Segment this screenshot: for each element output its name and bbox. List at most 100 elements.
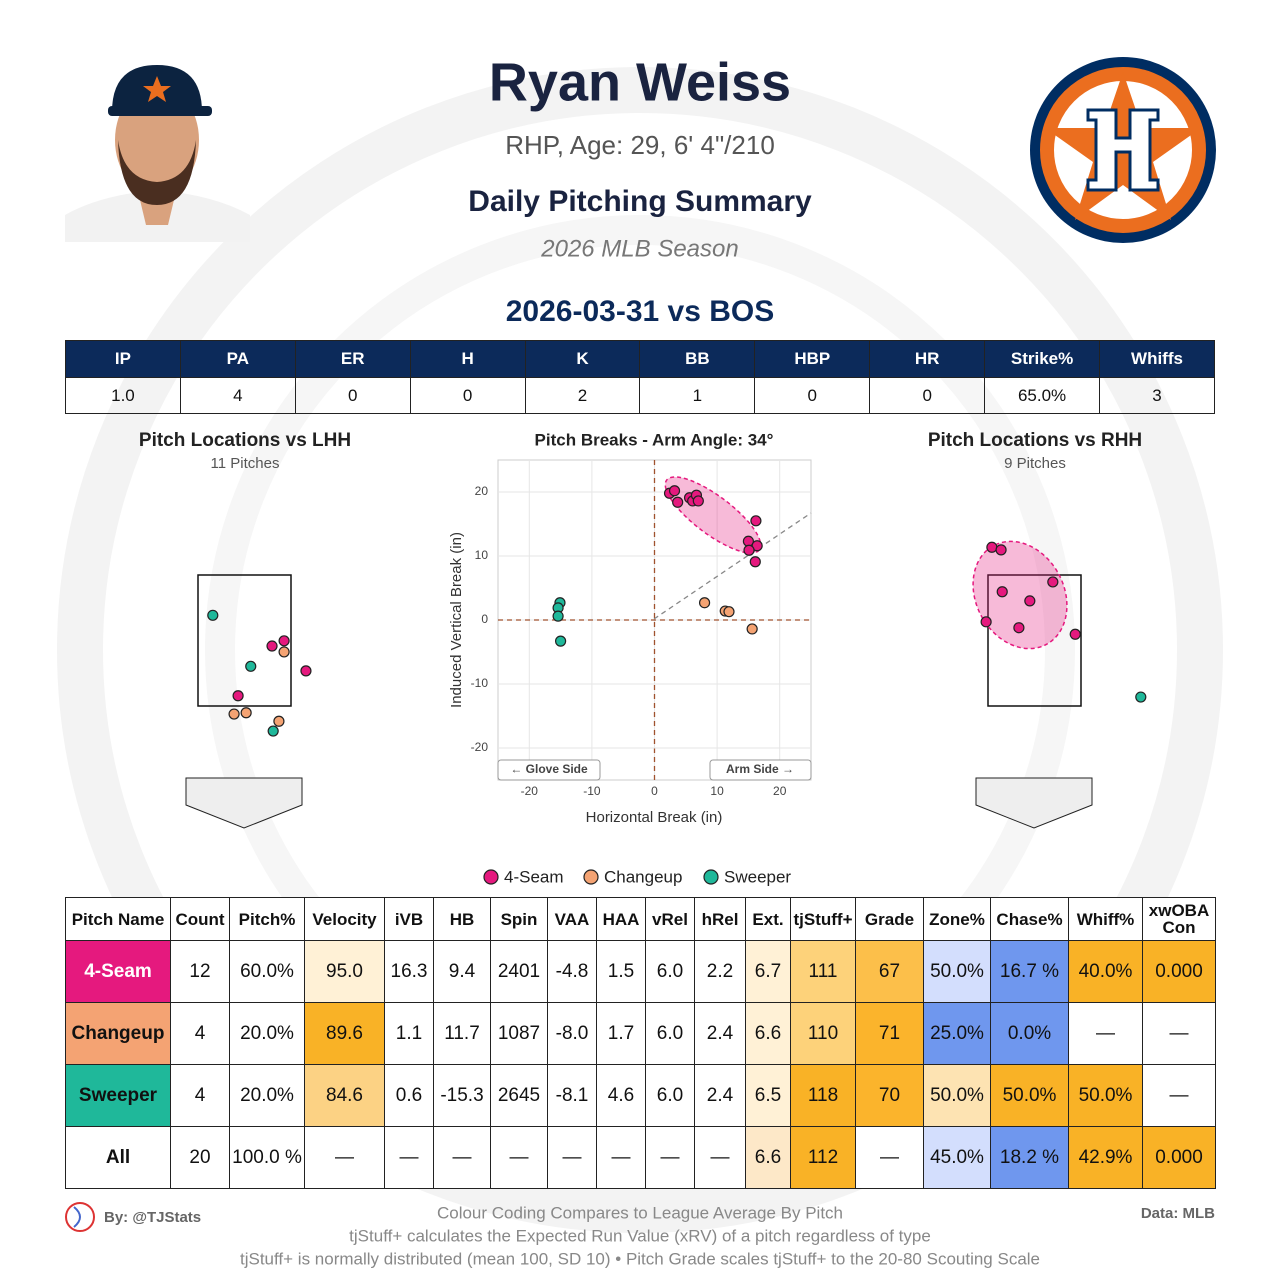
column-header: Grade xyxy=(855,897,924,941)
column-header: Velocity xyxy=(304,897,385,941)
column-header: Whiffs xyxy=(1099,340,1215,378)
stat-value: 0 xyxy=(754,377,871,414)
x-tick-label: 20 xyxy=(773,784,787,798)
home-plate xyxy=(975,777,1093,829)
report-title: Daily Pitching Summary xyxy=(468,185,812,218)
pitch-stat: 45.0% xyxy=(923,1126,991,1189)
pitch-stat: -15.3 xyxy=(433,1064,491,1127)
pitch-name: Changeup xyxy=(65,1002,171,1065)
chart-subtitle: 11 Pitches xyxy=(211,455,280,472)
stat-value: 65.0% xyxy=(984,377,1101,414)
pitch-point xyxy=(746,623,758,635)
annotation: ← Glove Side xyxy=(510,762,588,776)
column-header: PA xyxy=(179,340,296,378)
pitch-point xyxy=(1135,691,1147,703)
pitch-stat: 50.0% xyxy=(1068,1064,1143,1127)
legend-label: Changeup xyxy=(604,867,682,886)
pitch-stat: 2.4 xyxy=(694,1064,746,1127)
pitch-stat: 6.6 xyxy=(745,1002,791,1065)
chart-title: Pitch Locations vs LHH xyxy=(139,430,351,451)
pitch-stat: -8.1 xyxy=(547,1064,597,1127)
column-header: HAA xyxy=(596,897,646,941)
pitch-point xyxy=(743,544,755,556)
stat-value: 0 xyxy=(869,377,986,414)
byline: By: @TJStats xyxy=(104,1209,201,1226)
header-row: Pitch Name Count Pitch% Velocity iVB HB Spin VA… xyxy=(65,897,1216,941)
column-header: H xyxy=(409,340,526,378)
chart-title: Pitch Breaks - Arm Angle: 34° xyxy=(535,430,774,449)
column-header: Chase% xyxy=(990,897,1069,941)
column-header: hRel xyxy=(694,897,746,941)
pitch-stat: 71 xyxy=(855,1002,924,1065)
column-header: BB xyxy=(639,340,756,378)
player-name: Ryan Weiss xyxy=(489,52,791,112)
player-bio: RHP, Age: 29, 6' 4"/210 xyxy=(505,130,775,160)
column-header: Pitch% xyxy=(229,897,305,941)
pitch-point xyxy=(750,515,762,527)
pitch-ellipse xyxy=(972,540,1068,650)
footer-logo xyxy=(73,1206,81,1228)
stat-value: 1 xyxy=(639,377,756,414)
pitch-name: 4-Seam xyxy=(65,940,171,1003)
strike-zone xyxy=(987,574,1082,707)
pitch-stat: 6.6 xyxy=(745,1126,791,1189)
column-header: VAA xyxy=(547,897,597,941)
pitch-stat: 2645 xyxy=(490,1064,548,1127)
pitch-point xyxy=(996,586,1008,598)
pitch-stat: 0.000 xyxy=(1142,940,1216,1003)
pitch-stat: 1.1 xyxy=(384,1002,434,1065)
y-tick-label: 20 xyxy=(475,484,489,498)
column-header: K xyxy=(524,340,641,378)
pitch-point xyxy=(245,660,257,672)
stat-value: 2 xyxy=(524,377,641,414)
pitch-stat: 25.0% xyxy=(923,1002,991,1065)
y-tick-label: 10 xyxy=(475,548,489,562)
pitch-point xyxy=(672,496,684,508)
column-header: Strike% xyxy=(984,340,1101,378)
pitch-stat: 110 xyxy=(790,1002,856,1065)
pitch-point xyxy=(267,725,279,737)
pitch-stat: — xyxy=(547,1126,597,1189)
pitch-stat: 2401 xyxy=(490,940,548,1003)
footnote: Colour Coding Compares to League Average… xyxy=(437,1203,843,1222)
annotation-box xyxy=(709,759,812,781)
y-tick-label: 0 xyxy=(481,612,488,626)
pitch-point xyxy=(668,485,681,497)
value-row: 1.0 4 0 0 2 1 0 0 65.0% 3 xyxy=(65,377,1215,414)
chart-subtitle: 9 Pitches xyxy=(1004,455,1066,472)
pitch-stat: — xyxy=(433,1126,491,1189)
pitch-point xyxy=(986,541,998,553)
pitch-stat: 70 xyxy=(855,1064,924,1127)
data-source: Data: MLB xyxy=(1141,1205,1215,1222)
pitch-stat: 112 xyxy=(790,1126,856,1189)
pitch-stat: 60.0% xyxy=(229,940,305,1003)
pitch-row: 4-Seam 12 60.0% 95.0 16.3 9.4 2401 -4.8 1.5 6.0 2.… xyxy=(65,940,1216,1003)
pitch-point xyxy=(749,556,761,568)
pitch-stat: 20.0% xyxy=(229,1002,305,1065)
pitch-stat: 42.9% xyxy=(1068,1126,1143,1189)
legend-label: 4-Seam xyxy=(504,867,564,886)
pitch-point xyxy=(300,665,312,677)
pitch-name: Sweeper xyxy=(65,1064,171,1127)
pitch-stat: 1087 xyxy=(490,1002,548,1065)
pitch-stat: 2.4 xyxy=(694,1002,746,1065)
pitch-stat: 1.7 xyxy=(596,1002,646,1065)
pitch-point xyxy=(692,495,704,507)
footnote: tjStuff+ calculates the Expected Run Val… xyxy=(349,1226,931,1245)
pitch-row: Sweeper 4 20.0% 84.6 0.6 -15.3 2645 -8.1 4.6 6.0 2… xyxy=(65,1064,1216,1127)
header-row: IP PA ER H K BB HBP HR Strike% Whiffs xyxy=(65,340,1215,378)
pitch-stat: 50.0% xyxy=(990,1064,1069,1127)
pitch-stat: 1.5 xyxy=(596,940,646,1003)
column-header: IP xyxy=(65,340,181,378)
pitch-stat: -4.8 xyxy=(547,940,597,1003)
pitch-point xyxy=(266,640,278,652)
pitch-stat: 2.2 xyxy=(694,940,746,1003)
column-header: HB xyxy=(433,897,491,941)
stat-value: 4 xyxy=(179,377,296,414)
y-axis-label: Induced Vertical Break (in) xyxy=(448,532,465,708)
pitch-stat: — xyxy=(645,1126,695,1189)
column-header: Pitch Name xyxy=(65,897,171,941)
legend-label: Sweeper xyxy=(724,867,791,886)
pitch-point xyxy=(273,715,285,727)
